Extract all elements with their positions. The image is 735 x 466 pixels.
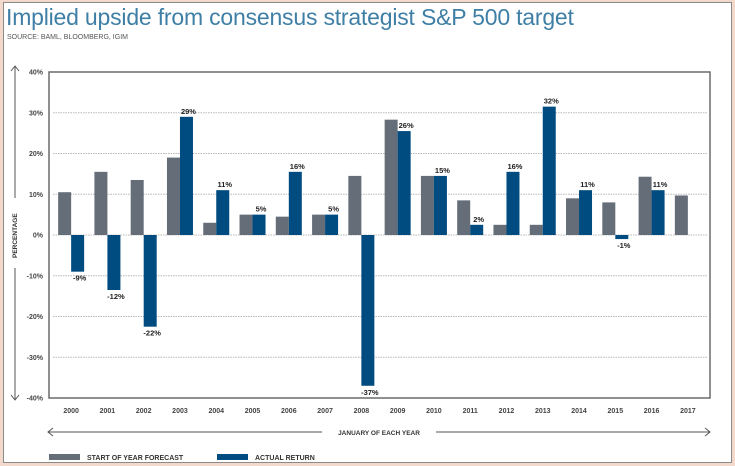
bar-actual [288,171,302,235]
y-axis-arrow [10,65,20,401]
bar-actual [143,235,157,327]
bar-forecast [130,179,144,235]
bar-actual [542,106,556,235]
y-tick-label: 40% [29,70,44,77]
bar-actual [107,235,121,291]
y-tick-label: 20% [29,151,44,158]
plot-border [48,71,711,399]
bar-actual [252,214,266,235]
data-label: 11% [653,180,668,189]
bar-forecast [239,214,253,235]
bar-forecast [638,176,652,235]
bar-forecast [602,202,616,235]
y-tick-label: -20% [27,314,44,321]
data-label: -37% [361,388,379,397]
data-label: -12% [107,292,125,301]
bars [58,106,688,386]
data-label: 2% [473,215,484,224]
bar-actual [71,235,85,272]
data-label: 29% [181,107,196,116]
legend-swatch-actual [217,454,248,460]
legend: START OF YEAR FORECAST ACTUAL RETURN [49,454,315,462]
bar-forecast [493,224,507,235]
chart-source: SOURCE: BAML, BLOOMBERG, IGIM [7,34,128,41]
x-tick-label: 2016 [644,408,660,415]
legend-label-forecast: START OF YEAR FORECAST [87,455,184,462]
bar-forecast [94,171,108,235]
x-tick-label: 2010 [426,408,442,415]
bar-actual [397,131,411,235]
x-tick-label: 2014 [571,408,587,415]
data-label: 16% [507,162,522,171]
x-axis-arrow [47,427,711,437]
x-tick-label: 2011 [463,408,478,415]
data-label: 5% [256,205,267,214]
x-tick-label: 2012 [499,408,515,415]
data-label: 11% [217,180,232,189]
data-label: -22% [143,329,161,338]
x-tick-label: 2005 [245,408,261,415]
bar-actual [433,175,447,235]
data-label: -9% [73,274,87,283]
y-tick-label: -10% [27,273,44,280]
bar-actual [579,190,593,235]
bar-forecast [420,175,434,235]
chart-title: Implied upside from consensus strategist… [6,4,574,30]
data-label: 5% [328,205,339,214]
bar-actual [179,116,193,235]
y-tick-label: 10% [29,192,44,199]
bar-forecast [203,222,217,235]
bar-actual [361,235,375,386]
x-tick-label: 2002 [136,408,152,415]
x-tick-label: 2006 [281,408,297,415]
x-tick-label: 2015 [608,408,624,415]
legend-label-actual: ACTUAL RETURN [255,455,315,462]
bar-actual [470,224,484,235]
bar-actual [651,190,665,235]
x-tick-label: 2017 [680,408,696,415]
legend-swatch-forecast [49,454,80,460]
y-tick-label: 0% [33,233,44,240]
bar-forecast [348,175,362,235]
bar-forecast [674,195,688,235]
y-tick-labels: 40% 30% 20% 10% 0% -10% -20% -30% -40% [27,70,44,403]
x-tick-label: 2003 [172,408,188,415]
bar-forecast [457,200,471,235]
grid-lines [53,112,708,358]
data-labels: -9% -12% -22% 29% 11% 5% 16% 5% -37% 26% 15% 2% 16% 3… [73,97,668,397]
data-label: 16% [290,162,305,171]
bar-forecast [275,216,289,235]
bar-actual [325,214,339,235]
bar-forecast [58,192,72,235]
data-label: 11% [580,180,595,189]
bar-forecast [312,214,326,235]
bar-actual [615,235,629,240]
x-axis-label: JANUARY OF EACH YEAR [338,430,420,437]
data-label: 32% [544,97,559,106]
y-tick-label: -30% [27,355,44,362]
x-tick-labels: 2000 2001 2002 2003 2004 2005 2006 2007 2008 2009… [63,408,695,415]
bar-forecast [566,198,580,235]
data-label: -1% [617,241,631,250]
y-tick-label: 30% [29,110,44,117]
x-tick-label: 2004 [208,408,224,415]
bar-forecast [166,157,180,235]
x-tick-label: 2009 [390,408,406,415]
bar-forecast [384,119,398,235]
x-tick-label: 2001 [100,408,116,415]
x-tick-label: 2013 [535,408,551,415]
bar-actual [506,171,520,235]
data-label: 15% [435,166,450,175]
x-tick-label: 2007 [317,408,333,415]
x-tick-label: 2008 [354,408,370,415]
bar-forecast [529,224,543,235]
bar-actual [216,190,230,235]
y-axis-label: PERCENTAGE [12,213,19,258]
y-tick-label: -40% [27,396,44,403]
data-label: 26% [399,121,414,130]
x-tick-label: 2000 [63,408,79,415]
